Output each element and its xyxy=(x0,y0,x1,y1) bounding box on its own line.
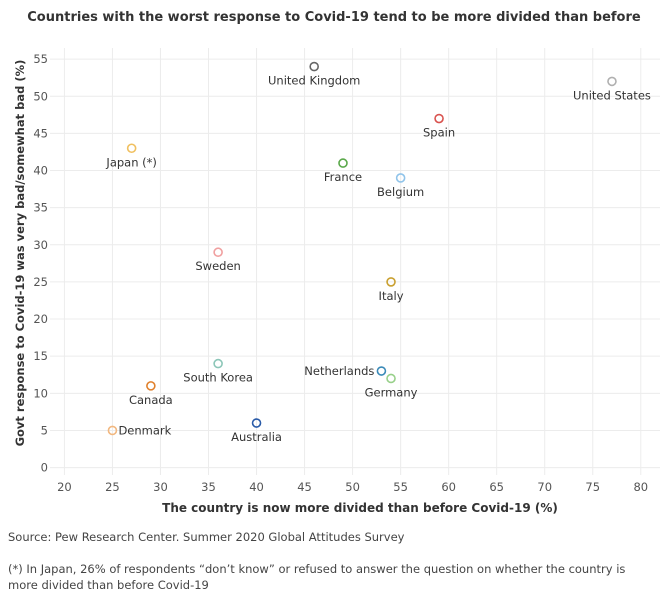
x-tick-label: 80 xyxy=(633,480,648,494)
data-label: United States xyxy=(573,88,651,102)
data-point xyxy=(607,76,617,87)
y-tick-label: 55 xyxy=(33,52,48,66)
data-label: Netherlands xyxy=(304,364,374,378)
y-tick-label: 0 xyxy=(41,461,48,475)
data-label: Sweden xyxy=(195,259,240,273)
data-point xyxy=(213,358,223,369)
y-tick-label: 15 xyxy=(33,349,48,363)
x-tick-label: 40 xyxy=(249,480,264,494)
data-point xyxy=(338,158,348,168)
data-label: South Korea xyxy=(183,371,253,385)
data-point xyxy=(107,425,118,436)
y-axis-title: Govt response to Covid-19 was very bad/s… xyxy=(13,60,27,447)
y-tick-label: 45 xyxy=(33,126,48,140)
chart-title: Countries with the worst response to Cov… xyxy=(27,10,641,25)
x-tick-label: 25 xyxy=(105,480,120,494)
y-tick-label: 20 xyxy=(33,312,48,326)
y-tick-label: 25 xyxy=(33,275,48,289)
y-tick-label: 40 xyxy=(33,164,48,178)
x-tick-label: 75 xyxy=(585,480,600,494)
data-label: Denmark xyxy=(118,423,171,437)
data-point xyxy=(376,366,387,376)
y-tick-label: 50 xyxy=(33,89,48,103)
data-label: Belgium xyxy=(377,185,424,199)
x-tick-label: 20 xyxy=(57,480,72,494)
y-tick-label: 5 xyxy=(41,423,48,437)
x-tick-label: 60 xyxy=(441,480,456,494)
x-tick-label: 50 xyxy=(345,480,360,494)
y-tick-label: 30 xyxy=(33,238,48,252)
data-point xyxy=(434,113,444,124)
data-label: Australia xyxy=(231,430,282,444)
source-note: Source: Pew Research Center. Summer 2020… xyxy=(8,530,405,544)
data-label: Germany xyxy=(365,385,418,399)
data-point xyxy=(395,173,406,183)
data-point xyxy=(386,277,396,287)
data-point xyxy=(251,418,262,428)
data-label: France xyxy=(324,170,362,184)
data-label: Italy xyxy=(379,289,404,303)
data-point xyxy=(309,61,319,72)
data-point xyxy=(126,143,137,154)
x-tick-label: 35 xyxy=(201,480,216,494)
x-tick-label: 45 xyxy=(297,480,312,494)
x-tick-label: 65 xyxy=(489,480,504,494)
data-point xyxy=(213,247,223,258)
x-axis-title: The country is now more divided than bef… xyxy=(162,501,558,515)
data-label: Spain xyxy=(423,126,455,140)
data-label: United Kingdom xyxy=(268,74,360,88)
x-tick-label: 70 xyxy=(537,480,552,494)
footnote: (*) In Japan, 26% of respondents “don’t … xyxy=(8,562,626,592)
data-label: Canada xyxy=(129,393,173,407)
x-tick-label: 30 xyxy=(153,480,168,494)
data-point xyxy=(146,381,156,391)
data-point xyxy=(386,373,396,384)
y-tick-label: 35 xyxy=(33,201,48,215)
scatter-plot: 0 5 10 15 20 25 30 35 40 45 50 55 20 25 30 35 40 45 50 55 6… xyxy=(13,48,660,515)
x-tick-label: 55 xyxy=(393,480,408,494)
data-label: Japan (*) xyxy=(105,155,156,169)
y-tick-label: 10 xyxy=(33,386,48,400)
